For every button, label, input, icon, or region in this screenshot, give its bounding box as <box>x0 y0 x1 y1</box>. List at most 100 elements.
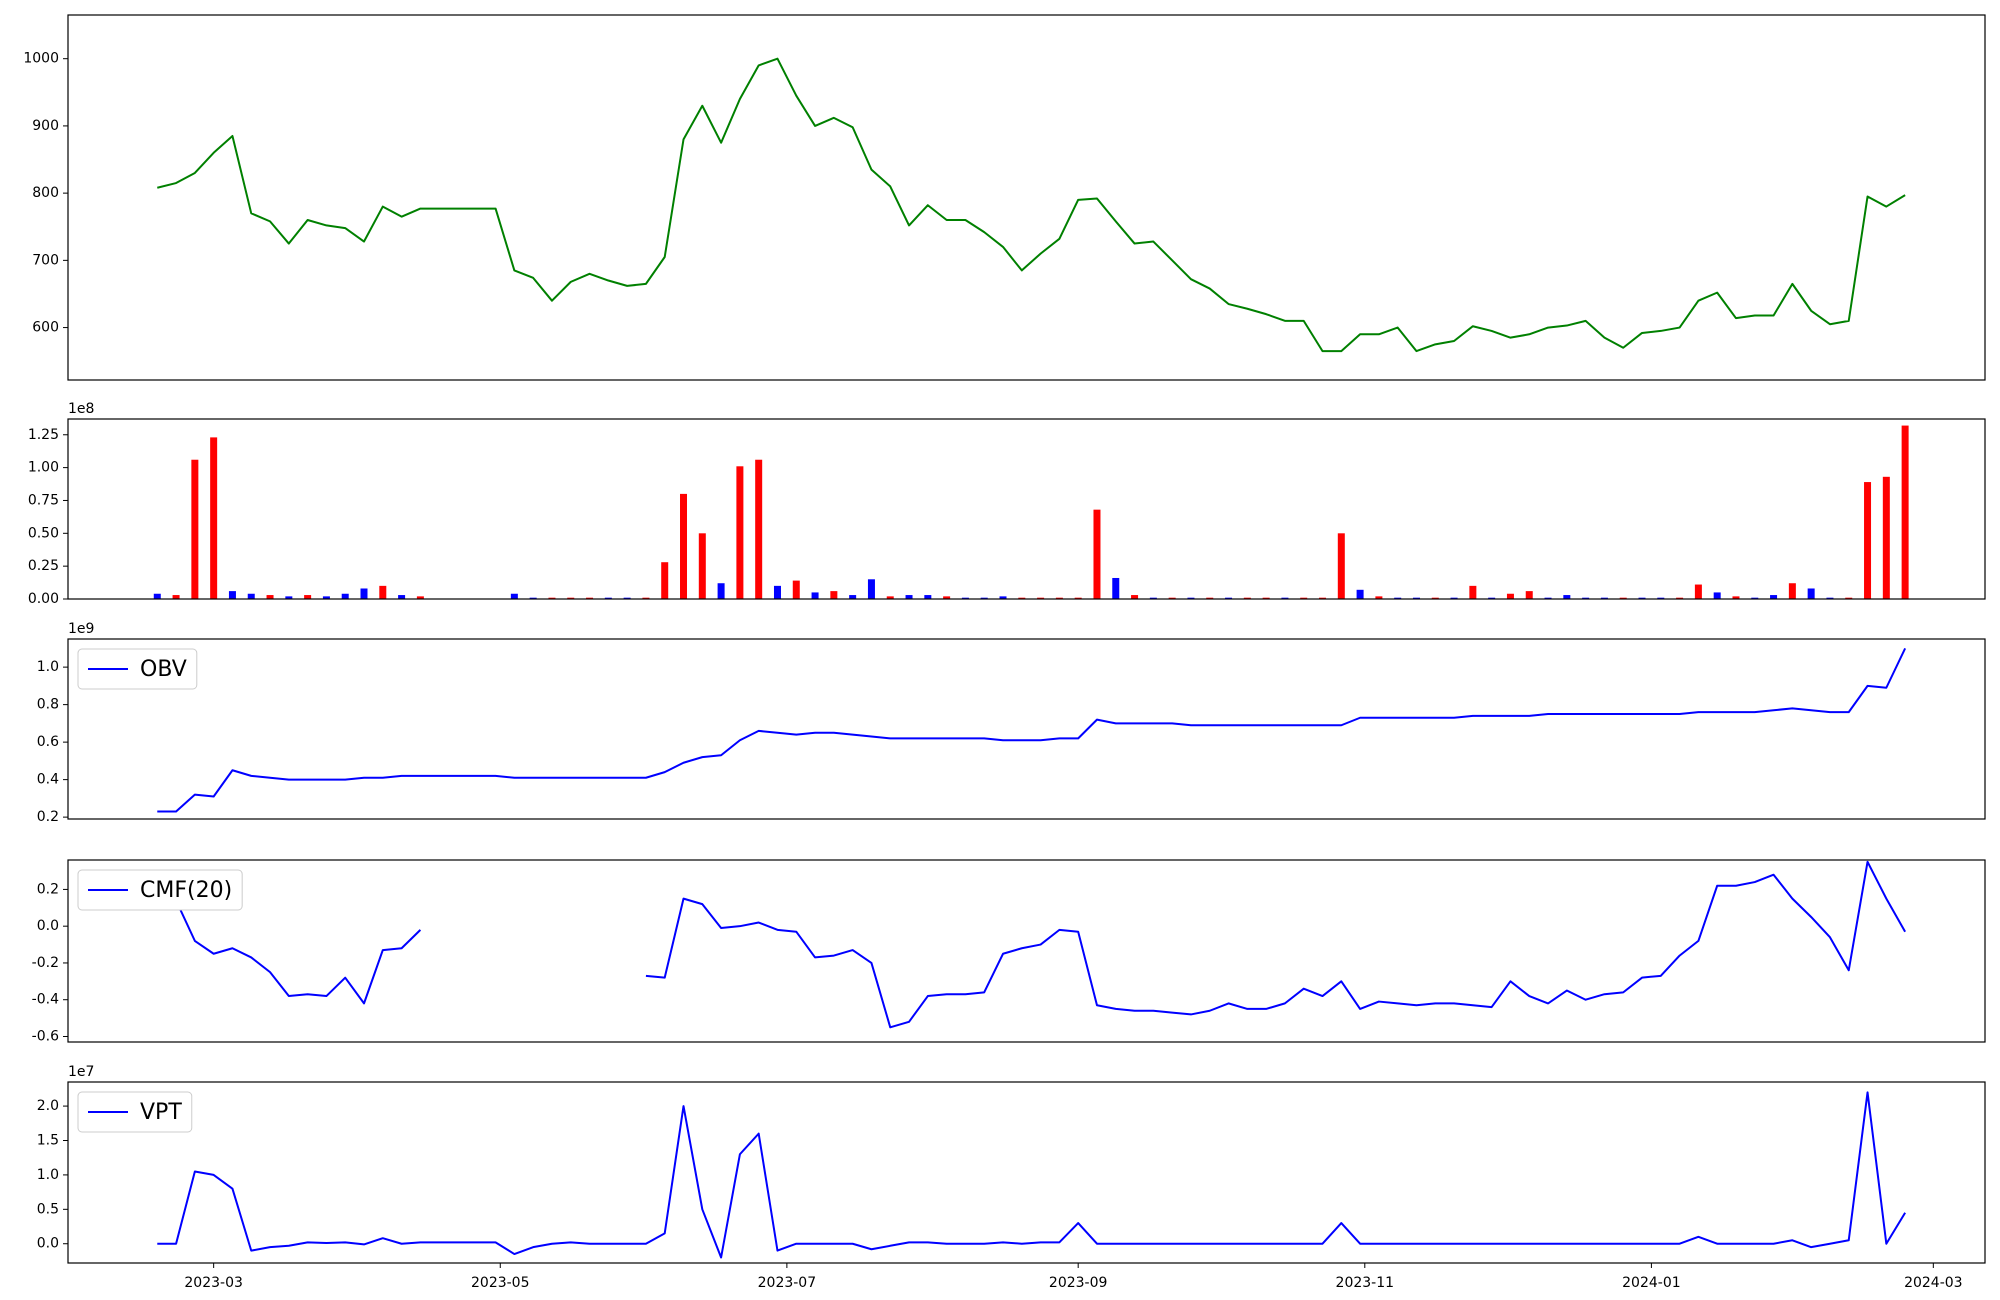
volume-bar <box>1412 597 1420 599</box>
volume-bar <box>717 583 725 599</box>
x-tick-label: 2023-09 <box>1049 1275 1108 1291</box>
legend-box <box>77 869 243 911</box>
volume-bar <box>1037 597 1045 599</box>
volume-bar <box>830 591 838 599</box>
volume-bar <box>1281 597 1289 599</box>
x-tick-label: 2023-11 <box>1336 1275 1395 1291</box>
volume-bar <box>1093 509 1101 599</box>
volume-bar <box>736 466 744 599</box>
volume-bar <box>191 459 199 599</box>
volume-bar <box>980 597 988 599</box>
offset-label: 1e7 <box>68 1064 94 1080</box>
volume-bar <box>1337 533 1345 599</box>
volume-bar <box>247 593 255 599</box>
volume-bar <box>1506 593 1514 599</box>
volume-bar <box>905 595 913 599</box>
y-tick-label: 1.0 <box>37 1167 59 1183</box>
volume-bar <box>266 595 274 599</box>
volume-bar <box>1300 597 1308 599</box>
volume-bar <box>529 597 537 599</box>
y-tick-label: 600 <box>32 320 59 336</box>
volume-bar <box>1112 577 1120 599</box>
volume-bar <box>943 596 951 599</box>
y-tick-label: 0.25 <box>28 558 59 574</box>
volume-bar <box>1375 596 1383 599</box>
volume-bar <box>642 597 650 599</box>
volume-bar <box>379 585 387 599</box>
x-tick-label: 2024-03 <box>1904 1275 1963 1291</box>
y-tick-label: -0.4 <box>32 992 59 1008</box>
y-tick-label: 900 <box>32 118 59 134</box>
volume-bar <box>1807 588 1815 599</box>
y-tick-label: 1.0 <box>37 659 59 675</box>
volume-bar <box>849 595 857 599</box>
volume-bar <box>1149 597 1157 599</box>
data-line <box>157 647 1907 813</box>
volume-bar <box>360 588 368 599</box>
volume-bar <box>1563 595 1571 599</box>
y-tick-label: 1.00 <box>28 460 59 476</box>
volume-bar <box>1131 595 1139 599</box>
volume-bar <box>1488 597 1496 599</box>
legend-label: CMF(20) <box>140 878 232 903</box>
volume-bar <box>867 579 875 599</box>
volume-bar <box>661 562 669 599</box>
x-tick-label: 2023-07 <box>758 1275 817 1291</box>
volume-bar <box>567 597 575 599</box>
volume-bar <box>792 580 800 599</box>
x-tick-label: 2023-03 <box>184 1275 243 1291</box>
axes-frame <box>67 418 1986 600</box>
volume-bar <box>680 493 688 599</box>
volume-bar <box>341 593 349 599</box>
legend-label: VPT <box>140 1100 182 1125</box>
volume-bar <box>1770 595 1778 599</box>
y-tick-label: 0.5 <box>37 1201 59 1217</box>
x-tick-label: 2024-01 <box>1622 1275 1681 1291</box>
volume-bar <box>1469 585 1477 599</box>
volume-bar <box>604 597 612 599</box>
y-tick-label: 0.8 <box>37 697 59 713</box>
legend-box <box>77 648 198 690</box>
volume-bar <box>755 459 763 599</box>
volume-bar <box>1018 597 1026 599</box>
volume-bar <box>416 596 424 599</box>
volume-bar <box>1225 597 1233 599</box>
data-line <box>157 1091 1906 1259</box>
volume-bar <box>1394 597 1402 599</box>
volume-bar <box>1168 597 1176 599</box>
volume-bar <box>1356 589 1364 599</box>
y-tick-label: 0.00 <box>28 591 59 607</box>
volume-bar <box>773 585 781 599</box>
y-tick-label: 0.50 <box>28 525 59 541</box>
axes-frame <box>67 859 1986 1043</box>
volume-bar <box>1694 584 1702 599</box>
volume-bar <box>1713 592 1721 599</box>
data-line <box>157 860 1906 1029</box>
volume-bar <box>1319 597 1327 599</box>
y-tick-label: 0.2 <box>37 809 59 825</box>
volume-bar <box>228 591 236 599</box>
y-tick-label: 1.5 <box>37 1132 59 1148</box>
volume-bar <box>210 437 218 599</box>
volume-bar <box>1206 597 1214 599</box>
axes-frame <box>67 1081 1986 1264</box>
volume-bar <box>961 597 969 599</box>
volume-bar <box>811 592 819 599</box>
volume-bar <box>172 595 180 599</box>
volume-bar <box>1544 597 1552 599</box>
volume-bar <box>1882 476 1890 599</box>
y-tick-label: 0.2 <box>37 881 59 897</box>
x-tick-label: 2023-05 <box>471 1275 530 1291</box>
volume-bar <box>510 593 518 599</box>
y-tick-label: 0.4 <box>37 772 59 788</box>
volume-bar <box>999 596 1007 599</box>
volume-bar <box>1262 597 1270 599</box>
volume-bar <box>1582 597 1590 599</box>
y-tick-label: 0.0 <box>37 1236 59 1252</box>
y-tick-label: 1.25 <box>28 427 59 443</box>
y-tick-label: 0.75 <box>28 492 59 508</box>
y-tick-label: 1000 <box>23 51 59 67</box>
volume-bar <box>304 595 312 599</box>
volume-bar <box>285 596 293 599</box>
